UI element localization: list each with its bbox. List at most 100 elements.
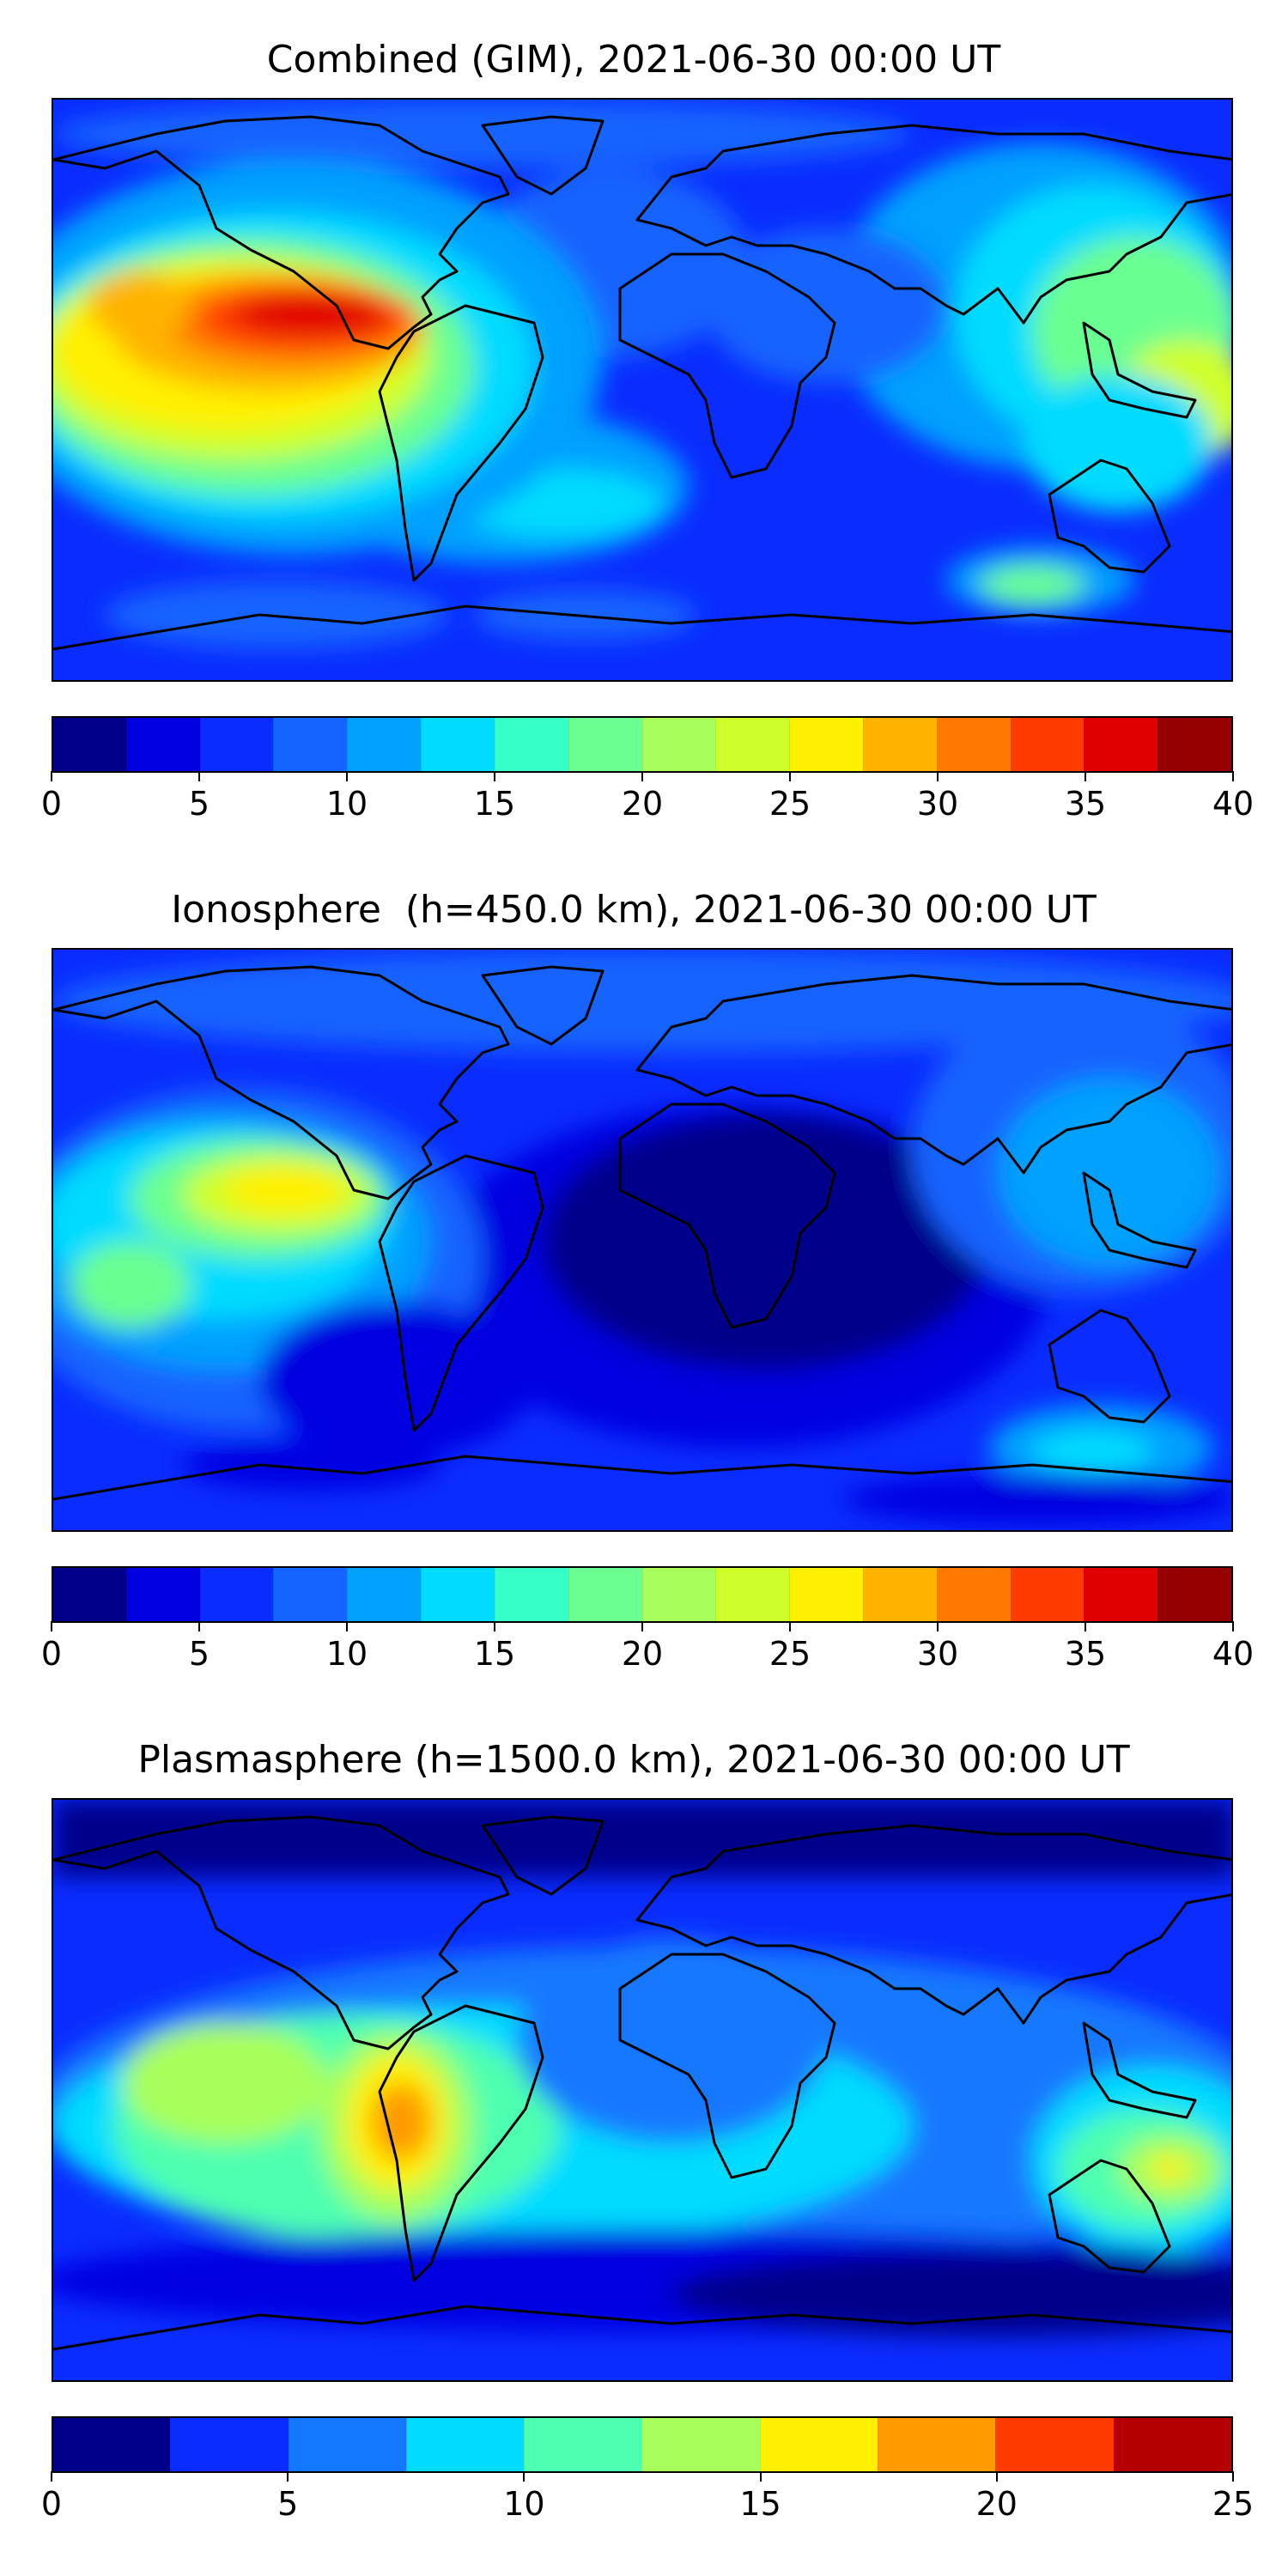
colorbar-segment	[878, 2418, 996, 2471]
map-combined	[52, 98, 1233, 682]
colorbar-segment	[53, 718, 126, 771]
colorbar-tick	[494, 1621, 495, 1631]
colorbar-tick-label: 30	[916, 785, 959, 823]
colorbar-segment	[273, 1568, 348, 1621]
colorbar-ticks-plasmasphere: 0 5 10 15 20 25	[41, 2471, 1254, 2523]
colorbar-tick-label: 5	[277, 2485, 299, 2523]
colorbar-tick	[759, 2471, 762, 2482]
colorbar-tick	[51, 1621, 52, 1631]
colorbar-ionosphere	[52, 1566, 1233, 1623]
colorbar-tick-label: 20	[621, 1635, 664, 1673]
colorbar-segment	[641, 1568, 716, 1621]
colorbar-tick-label: 0	[40, 1635, 63, 1673]
colorbar-tick-label: 5	[188, 785, 210, 823]
colorbar-segment	[641, 718, 716, 771]
colorbar-tick	[1084, 771, 1086, 781]
colorbar-segment	[568, 1568, 642, 1621]
colorbar-tick-label: 10	[325, 785, 368, 823]
colorbar-tick-label: 25	[769, 1635, 811, 1673]
colorbar-segment	[936, 1568, 1011, 1621]
colorbar-segment	[995, 2418, 1114, 2471]
colorbar-segment	[1157, 718, 1231, 771]
colorbar-tick-label: 40	[1212, 1635, 1255, 1673]
map-ionosphere	[52, 948, 1233, 1532]
colorbar-segment	[273, 718, 348, 771]
colorbar-segment	[789, 718, 863, 771]
colorbar-segment	[1010, 718, 1084, 771]
colorbar-segment	[789, 1568, 863, 1621]
colorbar-tick-label: 25	[769, 785, 811, 823]
colorbar-tick	[346, 771, 348, 781]
colorbar-tick	[789, 771, 791, 781]
colorbar-segment	[494, 718, 568, 771]
colorbar-segment	[421, 1568, 495, 1621]
colorbar-segment	[1084, 1568, 1158, 1621]
colorbar-tick	[198, 1621, 200, 1631]
colorbar-tick	[198, 771, 200, 781]
panel-title-combined: Combined (GIM), 2021-06-30 00:00 UT	[266, 38, 1001, 82]
colorbar-combined	[52, 716, 1233, 773]
map-plasmasphere	[52, 1798, 1233, 2382]
colorbar-tick	[789, 1621, 791, 1631]
colorbar-segment	[53, 1568, 126, 1621]
colorbar-segment	[288, 2418, 406, 2471]
colorbar-segment	[1084, 718, 1158, 771]
colorbar-tick	[641, 771, 643, 781]
colorbar-tick	[1232, 2471, 1234, 2482]
colorbar-segment	[125, 1568, 200, 1621]
colorbar-tick	[494, 771, 495, 781]
colorbar-segment	[199, 1568, 274, 1621]
colorbar-segment	[524, 2418, 642, 2471]
colorbar-tick	[937, 1621, 939, 1631]
colorbar-tick	[51, 771, 52, 781]
colorbar-tick	[995, 2471, 998, 2482]
colorbar-tick-label: 10	[503, 2485, 545, 2523]
colorbar-tick	[1084, 1621, 1086, 1631]
colorbar-ticks-ionosphere: 0 5 10 15 20 25 30 35 40	[41, 1621, 1254, 1673]
colorbar-tick-label: 30	[916, 1635, 959, 1673]
colorbar-segment	[1010, 1568, 1084, 1621]
colorbar-tick	[1232, 1621, 1234, 1631]
colorbar-segment	[1157, 1568, 1231, 1621]
colorbar-segment	[936, 718, 1011, 771]
colorbar-segment	[405, 2418, 525, 2471]
colorbar-segment	[641, 2418, 760, 2471]
colorbar-tick-label: 25	[1212, 2485, 1255, 2523]
panel-title-ionosphere: Ionosphere (h=450.0 km), 2021-06-30 00:0…	[171, 888, 1097, 932]
colorbar-tick	[287, 2471, 289, 2482]
panel-title-plasmasphere: Plasmasphere (h=1500.0 km), 2021-06-30 0…	[137, 1738, 1130, 1782]
colorbar-tick	[1232, 771, 1234, 781]
colorbar-segment	[568, 718, 642, 771]
colorbar-tick-label: 20	[975, 2485, 1018, 2523]
colorbar-tick	[51, 2471, 52, 2482]
colorbar-tick	[346, 1621, 348, 1631]
colorbar-plasmasphere	[52, 2416, 1233, 2473]
colorbar-segment	[53, 2418, 171, 2471]
colorbar-segment	[170, 2418, 289, 2471]
colorbar-segment	[347, 1568, 422, 1621]
colorbar-segment	[494, 1568, 568, 1621]
colorbar-tick-label: 0	[40, 2485, 63, 2523]
colorbar-tick-label: 15	[739, 2485, 781, 2523]
colorbar-tick-label: 0	[40, 785, 63, 823]
colorbar-tick	[937, 771, 939, 781]
colorbar-tick	[641, 1621, 643, 1631]
colorbar-tick-label: 10	[325, 1635, 368, 1673]
colorbar-segment	[125, 718, 200, 771]
colorbar-tick-label: 15	[473, 1635, 516, 1673]
colorbar-tick-label: 20	[621, 785, 664, 823]
colorbar-segment	[199, 718, 274, 771]
colorbar-segment	[715, 1568, 790, 1621]
colorbar-ticks-combined: 0 5 10 15 20 25 30 35 40	[41, 771, 1254, 823]
colorbar-segment	[1113, 2418, 1231, 2471]
colorbar-tick-label: 5	[188, 1635, 210, 1673]
colorbar-tick-label: 35	[1064, 1635, 1107, 1673]
colorbar-segment	[862, 1568, 937, 1621]
colorbar-segment	[715, 718, 790, 771]
colorbar-tick	[523, 2471, 526, 2482]
colorbar-tick-label: 15	[473, 785, 516, 823]
colorbar-segment	[421, 718, 495, 771]
colorbar-tick-label: 35	[1064, 785, 1107, 823]
colorbar-tick-label: 40	[1212, 785, 1255, 823]
colorbar-segment	[862, 718, 937, 771]
